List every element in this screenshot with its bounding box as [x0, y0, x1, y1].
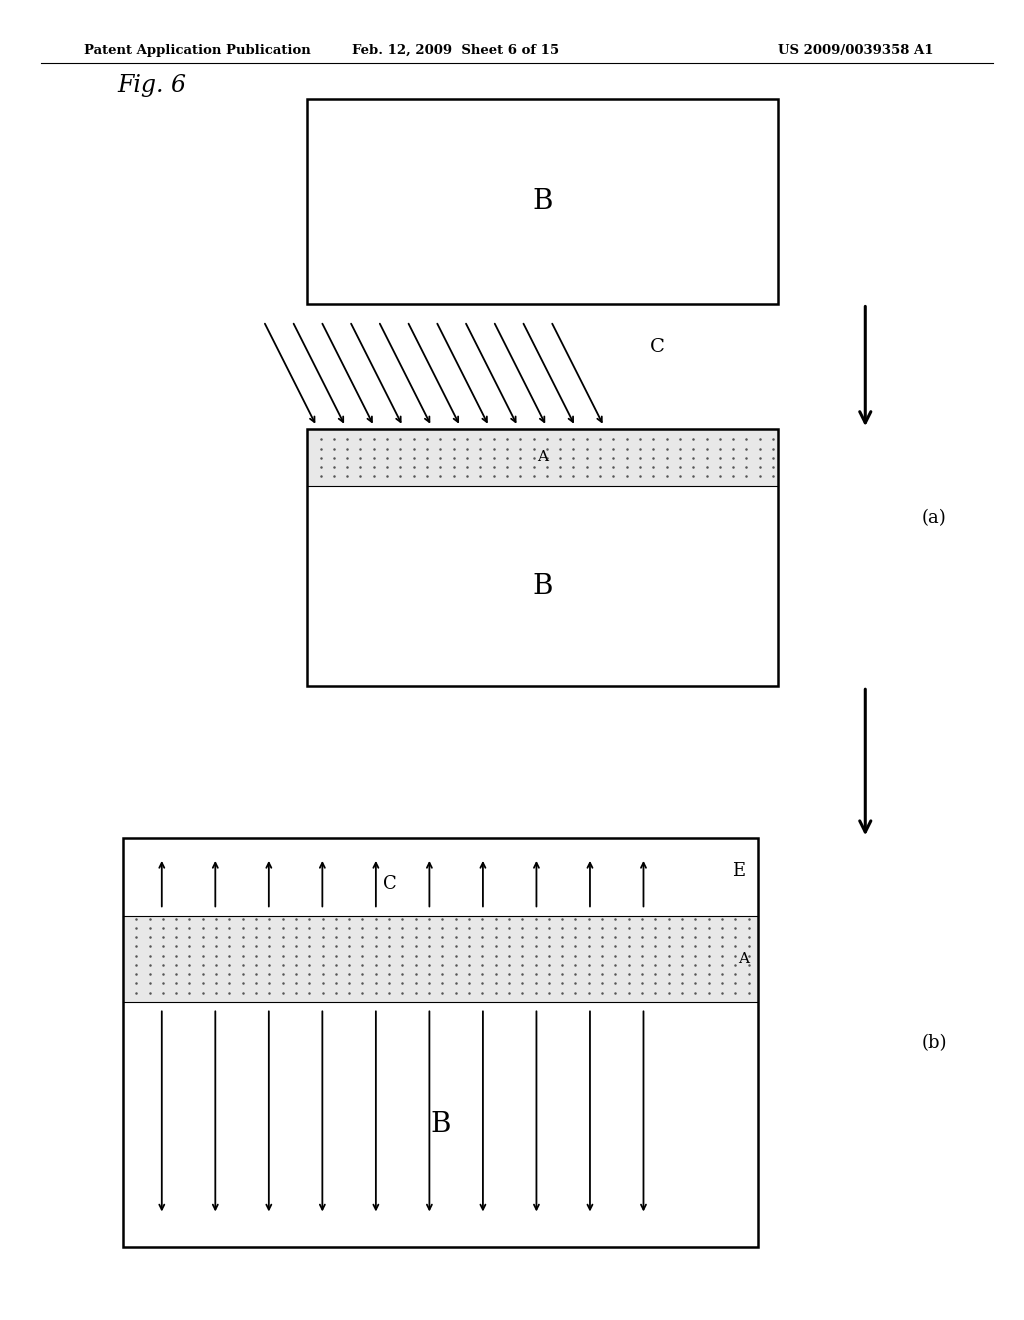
Text: C: C — [383, 875, 396, 894]
Bar — [307, 429, 778, 686]
Text: (a): (a) — [922, 510, 946, 527]
Text: Feb. 12, 2009  Sheet 6 of 15: Feb. 12, 2009 Sheet 6 of 15 — [352, 44, 559, 57]
Bar — [123, 838, 758, 1247]
Bar — [307, 99, 778, 304]
Bar — [123, 916, 758, 1002]
Text: A: A — [738, 952, 750, 966]
Text: E: E — [732, 862, 745, 880]
Text: US 2009/0039358 A1: US 2009/0039358 A1 — [778, 44, 934, 57]
Text: Patent Application Publication: Patent Application Publication — [84, 44, 310, 57]
Text: (b): (b) — [922, 1034, 947, 1052]
Text: A: A — [538, 450, 548, 465]
Text: B: B — [532, 187, 553, 215]
Bar — [123, 838, 758, 1247]
Bar — [307, 429, 778, 486]
Text: B: B — [532, 573, 553, 599]
Text: Fig. 6: Fig. 6 — [117, 74, 186, 98]
Text: C: C — [650, 338, 665, 356]
Text: B: B — [430, 1111, 451, 1138]
